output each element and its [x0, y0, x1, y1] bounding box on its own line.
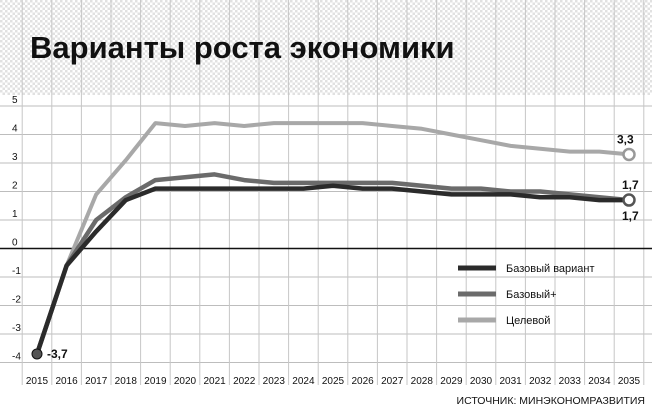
- base-end-label: 1,7: [622, 209, 639, 223]
- end-marker-target: [622, 147, 636, 162]
- x-tick-label: 2018: [115, 376, 138, 387]
- y-tick-label: -3: [12, 323, 21, 334]
- series-lines: [34, 121, 632, 357]
- legend-label-baseplus: Базовый+: [506, 289, 557, 301]
- y-tick-label: 3: [12, 152, 18, 163]
- start-value-label: -3,7: [47, 347, 68, 361]
- legend-label-target: Целевой: [506, 315, 550, 327]
- x-axis-tick-labels: 2015 2016 2017 2018 2019 2020 2021 2022 2023 2024…: [26, 376, 641, 387]
- x-tick-label: 2020: [174, 376, 197, 387]
- chart-title: Варианты роста экономики: [30, 30, 455, 65]
- series-line-0: [34, 183, 632, 357]
- start-point-marker: [31, 348, 43, 360]
- x-tick-label: 2029: [440, 376, 463, 387]
- y-axis-tick-labels: 5 4 3 2 1 0 -1 -2 -3 -4: [12, 95, 21, 363]
- grid-lines: [0, 0, 652, 385]
- y-tick-label: 1: [12, 209, 18, 220]
- plot-background: [0, 95, 652, 417]
- series-line-2: [35, 121, 631, 356]
- x-tick-label: 2027: [381, 376, 404, 387]
- end-marker-base: [622, 193, 636, 207]
- x-tick-label: 2031: [499, 376, 522, 387]
- x-tick-label: 2032: [529, 376, 552, 387]
- y-tick-label: -2: [12, 295, 21, 306]
- y-tick-label: -4: [12, 352, 21, 363]
- x-tick-label: 2024: [292, 376, 315, 387]
- baseplus-end-label: 1,7: [622, 178, 639, 192]
- y-tick-label: 4: [12, 124, 18, 135]
- x-tick-label: 2016: [55, 376, 78, 387]
- x-tick-label: 2028: [411, 376, 434, 387]
- legend-label-base: Базовый вариант: [506, 263, 595, 275]
- x-tick-label: 2035: [618, 376, 641, 387]
- x-tick-label: 2023: [263, 376, 286, 387]
- x-tick-label: 2033: [559, 376, 582, 387]
- source-note: ИСТОЧНИК: МИНЭКОНОМРАЗВИТИЯ: [457, 395, 645, 407]
- legend: Базовый вариант Базовый+ Целевой: [458, 263, 595, 327]
- y-tick-label: 5: [12, 95, 18, 106]
- title-band-background: [0, 0, 652, 95]
- x-tick-label: 2017: [85, 376, 108, 387]
- x-tick-label: 2030: [470, 376, 493, 387]
- target-end-label: 3,3: [617, 132, 634, 146]
- y-tick-label: 0: [12, 238, 18, 249]
- x-tick-label: 2034: [588, 376, 611, 387]
- x-tick-label: 2022: [233, 376, 256, 387]
- x-tick-label: 2019: [144, 376, 167, 387]
- x-tick-label: 2015: [26, 376, 49, 387]
- x-tick-label: 2026: [351, 376, 374, 387]
- y-tick-label: -1: [12, 266, 21, 277]
- x-tick-label: 2021: [203, 376, 226, 387]
- y-tick-label: 2: [12, 181, 18, 192]
- x-tick-label: 2025: [322, 376, 345, 387]
- series-line-1: [34, 172, 632, 357]
